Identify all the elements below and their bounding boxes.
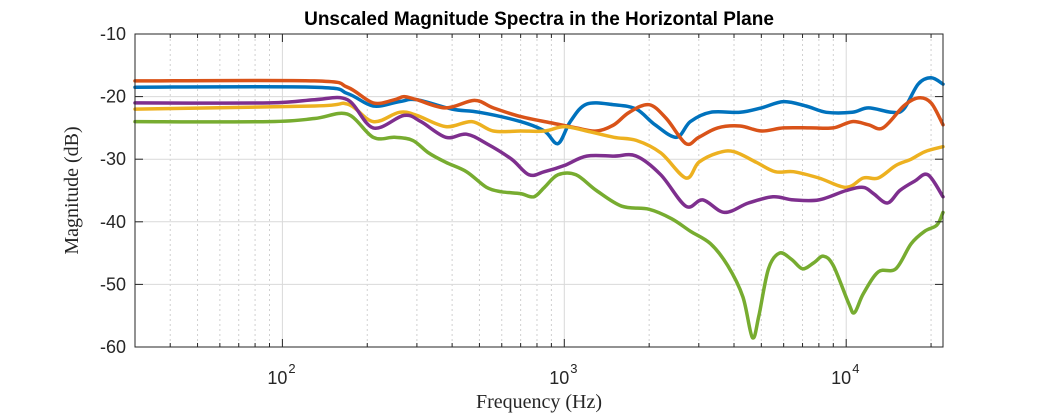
y-tick-label: -30	[100, 149, 126, 169]
x-tick-label: 10 4	[831, 361, 859, 388]
y-tick-label: -60	[100, 337, 126, 357]
x-tick-label-base: 10	[831, 368, 851, 388]
chart-title: Unscaled Magnitude Spectra in the Horizo…	[304, 9, 774, 30]
x-tick-label-base: 10	[267, 368, 287, 388]
y-tick-label: -10	[100, 24, 126, 44]
series-line-4	[133, 95, 945, 215]
series-line-3	[133, 101, 945, 190]
series-line-5	[133, 111, 945, 340]
y-axis-label: Magnitude (dB)	[61, 126, 83, 254]
y-tick-label: -20	[100, 87, 126, 107]
series-line-1	[133, 76, 945, 146]
x-tick-label: 10 3	[549, 361, 577, 388]
y-tick-label: -50	[100, 274, 126, 294]
x-tick-label-exponent: 2	[288, 361, 295, 376]
series-line-2	[133, 78, 945, 147]
x-tick-label-exponent: 4	[852, 361, 859, 376]
x-tick-label-exponent: 3	[570, 361, 577, 376]
x-axis-label: Frequency (Hz)	[476, 391, 602, 413]
tick-marks	[134, 33, 943, 348]
y-tick-label: -40	[100, 212, 126, 232]
x-tick-label-base: 10	[549, 368, 569, 388]
plot-frame	[134, 33, 944, 348]
x-tick-label: 10 2	[267, 361, 295, 388]
data-series	[133, 76, 945, 340]
y-tick-labels: -10 -20 -30 -40 -50 -60	[100, 24, 126, 357]
x-tick-labels: 10 2 10 3 10 4	[267, 361, 859, 388]
